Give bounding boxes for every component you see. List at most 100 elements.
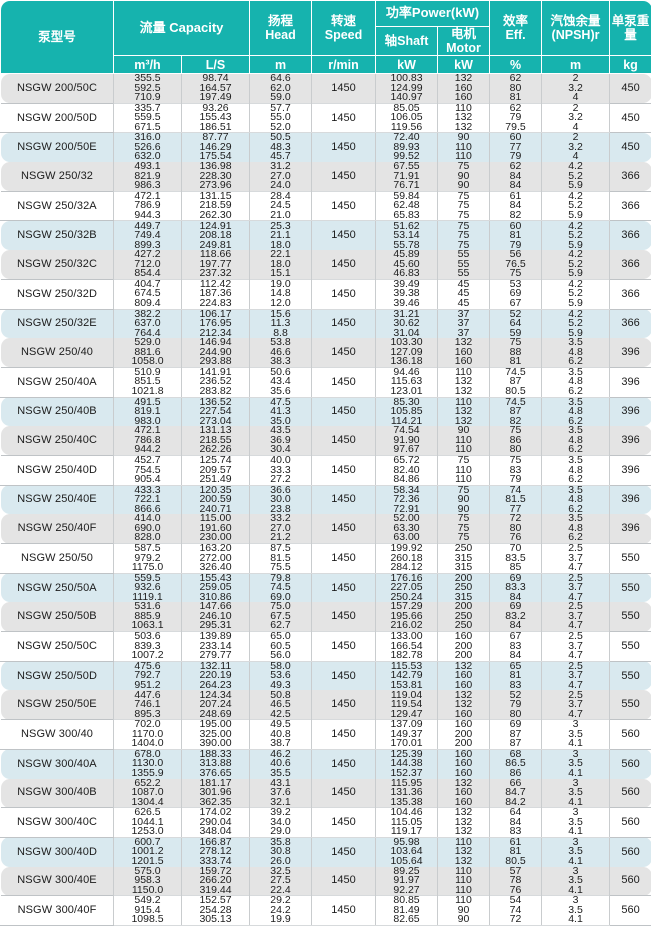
- cell-efficiency-value: 54: [490, 896, 541, 906]
- cell-speed: 1450: [312, 338, 376, 367]
- cell-weight: 396: [610, 426, 651, 455]
- cell-speed: 1450: [312, 808, 376, 838]
- header-power: 功率Power(kW): [376, 1, 490, 27]
- cell-head-value: 24.2: [250, 906, 311, 916]
- cell-weight: 366: [610, 191, 651, 221]
- cell-weight: 450: [610, 74, 651, 104]
- cell-efficiency-value: 78: [490, 876, 541, 886]
- cell-efficiency-value: 82: [490, 211, 541, 221]
- cell-npsh-value: 3: [542, 896, 609, 906]
- cell-npsh-value: 5.9: [542, 299, 609, 309]
- cell-model: NSGW 200/50E: [1, 133, 114, 162]
- cell-model: NSGW 250/40D: [1, 455, 114, 485]
- cell-model: NSGW 300/40A: [1, 749, 114, 778]
- cell-capacity-ls-value: 254.28: [182, 906, 249, 916]
- cell-weight: 550: [610, 544, 651, 574]
- cell-speed: 1450: [312, 514, 376, 543]
- cell-weight: 396: [610, 485, 651, 514]
- header-capacity: 流量 Capacity: [114, 1, 250, 56]
- header-speed-cn: 转速: [312, 14, 375, 28]
- cell-model: NSGW 250/40E: [1, 485, 114, 514]
- unit-ls: L/S: [182, 56, 250, 74]
- cell-speed: 1450: [312, 455, 376, 485]
- header-eff-en: Eff.: [490, 28, 541, 42]
- cell-capacity-m3h-value: 809.4: [114, 299, 181, 309]
- cell-speed: 1450: [312, 250, 376, 279]
- cell-weight: 560: [610, 720, 651, 750]
- cell-npsh-value: 3.5: [542, 876, 609, 886]
- table-header: 泵型号 流量 Capacity 扬程 Head 转速 Speed 功率Power…: [1, 1, 651, 74]
- cell-capacity-ls-value: 305.13: [182, 915, 249, 925]
- unit-motor-kw: kW: [438, 56, 490, 74]
- cell-speed: 1450: [312, 661, 376, 690]
- cell-model: NSGW 250/50: [1, 544, 114, 574]
- cell-motor-power-value: 45: [438, 299, 489, 309]
- cell-speed: 1450: [312, 367, 376, 397]
- cell-speed: 1450: [312, 544, 376, 574]
- cell-speed: 1450: [312, 690, 376, 719]
- cell-weight: 450: [610, 133, 651, 162]
- cell-speed: 1450: [312, 191, 376, 221]
